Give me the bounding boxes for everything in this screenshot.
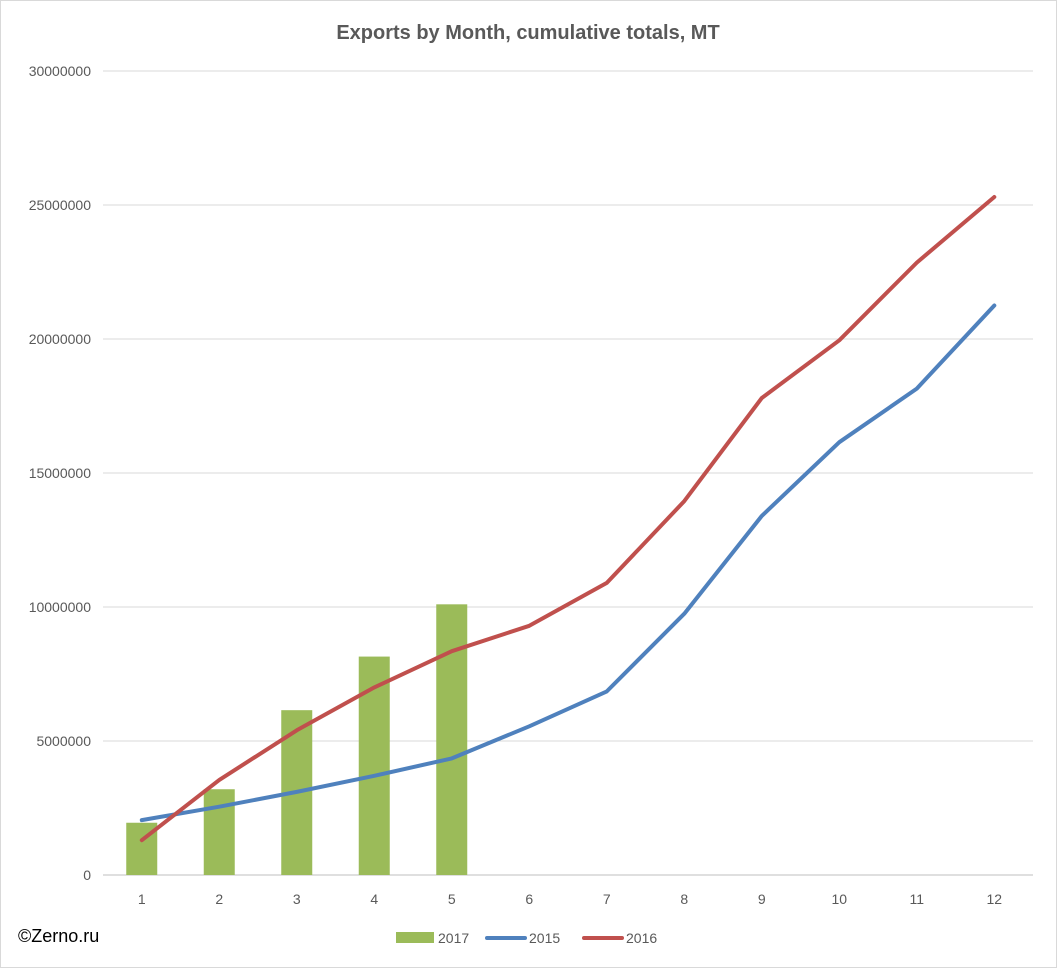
legend: 2017 2015 2016 [396, 930, 657, 946]
legend-swatch-2017 [396, 932, 434, 943]
y-tick-label: 5000000 [36, 733, 91, 749]
x-tick-label: 1 [138, 891, 146, 907]
y-tick-label: 15000000 [29, 465, 92, 481]
x-tick-label: 8 [680, 891, 688, 907]
x-tick-label: 4 [370, 891, 378, 907]
x-tick-label: 10 [831, 891, 847, 907]
y-tick-label: 25000000 [29, 197, 92, 213]
line-series [139, 195, 997, 843]
x-tick-label: 7 [603, 891, 611, 907]
x-tick-label: 3 [293, 891, 301, 907]
x-tick-label: 5 [448, 891, 456, 907]
legend-label-2017: 2017 [438, 930, 469, 946]
bar-series [126, 604, 468, 875]
y-tick-label: 10000000 [29, 599, 92, 615]
y-tick-label: 0 [83, 867, 91, 883]
x-tick-label: 2 [215, 891, 223, 907]
line-series-2015 [139, 303, 997, 823]
bar-2017-5 [436, 604, 468, 875]
y-tick-label: 20000000 [29, 331, 92, 347]
x-tick-label: 6 [525, 891, 533, 907]
legend-label-2016: 2016 [626, 930, 657, 946]
x-tick-label: 9 [758, 891, 766, 907]
chart-title: Exports by Month, cumulative totals, MT [336, 22, 719, 44]
y-axis-ticks: 0 5000000 10000000 15000000 20000000 25000000… [29, 63, 92, 883]
x-axis-ticks: 1 2 3 4 5 6 7 8 9 10 11 12 [138, 891, 1002, 907]
bar-2017-2 [203, 789, 235, 875]
x-tick-label: 12 [986, 891, 1002, 907]
legend-label-2015: 2015 [529, 930, 560, 946]
line-series-2016 [139, 195, 997, 843]
gridlines [103, 70, 1033, 876]
x-tick-label: 11 [909, 891, 924, 907]
watermark: ©Zerno.ru [18, 926, 100, 946]
y-tick-label: 30000000 [29, 63, 92, 79]
